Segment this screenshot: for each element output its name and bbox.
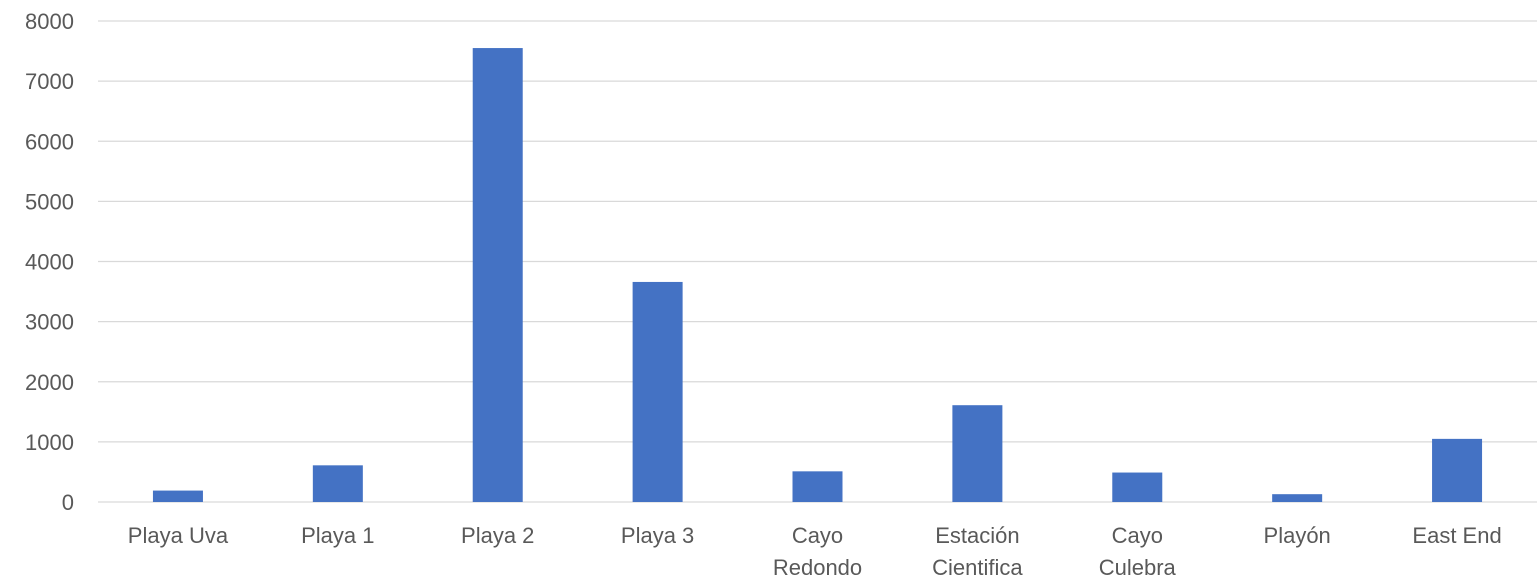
- bars: [152, 48, 1483, 503]
- x-tick-label: Playa 3: [621, 523, 694, 548]
- x-tick-label-line: Redondo: [773, 555, 862, 580]
- y-tick-label: 3000: [25, 310, 74, 335]
- y-tick-label: 1000: [25, 430, 74, 455]
- y-tick-label: 0: [62, 490, 74, 515]
- y-axis: 0 1000 2000 3000 4000 5000 6000 7000 8000: [25, 9, 74, 515]
- bar: [952, 405, 1003, 502]
- x-tick-label-line: Cayo: [792, 523, 843, 548]
- bar: [1272, 494, 1323, 502]
- x-tick-label: Playa Uva: [128, 523, 229, 548]
- x-tick-label: Playón: [1264, 523, 1331, 548]
- x-tick-label-line: Playa Uva: [128, 523, 229, 548]
- bar: [152, 490, 203, 502]
- y-tick-label: 6000: [25, 129, 74, 154]
- x-tick-label-line: Playa 1: [301, 523, 374, 548]
- x-tick-label: Playa 2: [461, 523, 534, 548]
- bar: [1432, 438, 1483, 502]
- gridlines: [98, 20, 1537, 503]
- x-tick-label-line: Estación: [935, 523, 1019, 548]
- x-tick-label-line: Playón: [1264, 523, 1331, 548]
- x-tick-label-line: Playa 3: [621, 523, 694, 548]
- y-tick-label: 4000: [25, 250, 74, 275]
- x-tick-label-line: Cayo: [1112, 523, 1163, 548]
- x-tick-label: Cayo Culebra: [1099, 523, 1177, 580]
- bar: [1112, 472, 1163, 502]
- x-axis: Playa Uva Playa 1 Playa 2 Playa 3 Cayo Redond…: [128, 523, 1502, 580]
- x-tick-label: Estación Cientifica: [932, 523, 1023, 580]
- x-tick-label: Playa 1: [301, 523, 374, 548]
- y-tick-label: 2000: [25, 370, 74, 395]
- y-tick-label: 8000: [25, 9, 74, 34]
- x-tick-label: Cayo Redondo: [773, 523, 862, 580]
- y-tick-label: 5000: [25, 189, 74, 214]
- bar: [312, 465, 363, 502]
- y-tick-label: 7000: [25, 69, 74, 94]
- bar: [632, 281, 683, 502]
- x-tick-label: East End: [1412, 523, 1501, 548]
- x-tick-label-line: Cientifica: [932, 555, 1023, 580]
- x-tick-label-line: East End: [1412, 523, 1501, 548]
- x-tick-label-line: Playa 2: [461, 523, 534, 548]
- bar: [792, 471, 843, 502]
- bar: [472, 48, 523, 503]
- x-tick-label-line: Culebra: [1099, 555, 1177, 580]
